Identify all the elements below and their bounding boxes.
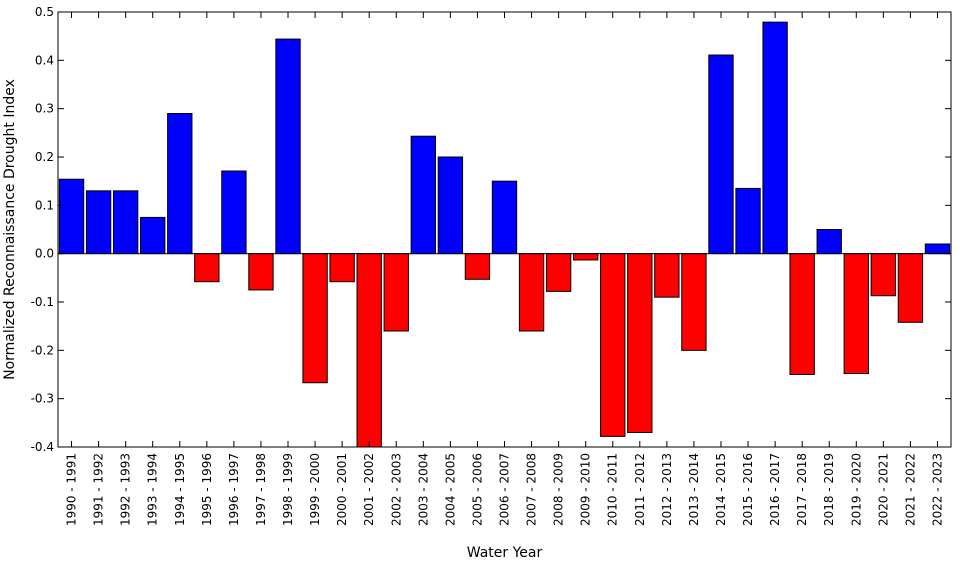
y-tick-label: -0.4 bbox=[31, 440, 54, 454]
bar-2012-2013 bbox=[654, 253, 680, 298]
x-tick-label: 2015 - 2016 bbox=[741, 453, 755, 526]
y-tick-label: 0.3 bbox=[35, 102, 54, 116]
bar-2011-2012 bbox=[627, 253, 653, 433]
bar-2001-2002 bbox=[356, 253, 382, 448]
x-tick-label: 2004 - 2005 bbox=[443, 453, 457, 526]
x-tick-label: 1996 - 1997 bbox=[227, 453, 241, 526]
bar-2008-2009 bbox=[545, 253, 572, 292]
x-axis-title: Water Year bbox=[467, 545, 543, 561]
bar-2004-2005 bbox=[437, 156, 464, 255]
bar-2022-2023 bbox=[924, 243, 951, 255]
x-tick-label: 2018 - 2019 bbox=[822, 453, 836, 526]
x-tick-label: 2020 - 2021 bbox=[876, 453, 890, 526]
bar-2013-2014 bbox=[681, 253, 707, 351]
bar-2000-2001 bbox=[329, 253, 355, 283]
bar-2005-2006 bbox=[464, 253, 491, 280]
bar-1995-1996 bbox=[194, 253, 220, 283]
x-tick-label: 2017 - 2018 bbox=[795, 453, 809, 526]
bar-1993-1994 bbox=[140, 216, 166, 255]
bar-1991-1992 bbox=[85, 190, 112, 255]
x-tick-label: 2008 - 2009 bbox=[552, 453, 566, 526]
bar-2015-2016 bbox=[735, 187, 761, 255]
bar-1992-1993 bbox=[112, 190, 139, 255]
x-tick-label: 2007 - 2008 bbox=[525, 453, 539, 526]
x-axis: 1990 - 1991 1991 - 1992 1992 - 1993 1993 - … bbox=[65, 12, 944, 526]
bar-2019-2020 bbox=[843, 253, 869, 375]
bar-2010-2011 bbox=[600, 253, 626, 437]
y-tick-label: 0.2 bbox=[35, 150, 54, 164]
bar-2003-2004 bbox=[410, 135, 436, 255]
bar-2021-2022 bbox=[897, 253, 924, 323]
y-tick-label: -0.1 bbox=[31, 295, 54, 309]
x-tick-label: 2022 - 2023 bbox=[930, 453, 944, 526]
x-tick-label: 2003 - 2004 bbox=[416, 453, 430, 526]
bar-2002-2003 bbox=[383, 253, 409, 332]
bar-1997-1998 bbox=[248, 253, 274, 291]
x-tick-label: 1990 - 1991 bbox=[65, 453, 79, 526]
x-tick-label: 2021 - 2022 bbox=[903, 453, 917, 526]
x-tick-label: 2006 - 2007 bbox=[498, 453, 512, 526]
y-axis: 0.5 0.4 0.3 0.2 0.1 0.0 -0.1 -0.2 -0.3 -0.4 bbox=[31, 5, 951, 454]
y-tick-label: 0.1 bbox=[35, 198, 54, 212]
y-tick-label: 0.4 bbox=[35, 53, 54, 67]
bar-2014-2015 bbox=[708, 54, 734, 255]
bar-1998-1999 bbox=[275, 38, 301, 255]
x-tick-label: 1999 - 2000 bbox=[308, 453, 322, 526]
x-tick-label: 1994 - 1995 bbox=[173, 453, 187, 526]
x-tick-label: 2001 - 2002 bbox=[362, 453, 376, 526]
bar-1999-2000 bbox=[302, 253, 328, 384]
bar-2016-2017 bbox=[762, 21, 788, 255]
y-axis-title: Normalized Reconnaissance Drought Index bbox=[2, 79, 18, 380]
x-tick-label: 2014 - 2015 bbox=[714, 453, 728, 526]
x-tick-label: 1991 - 1992 bbox=[92, 453, 106, 526]
y-tick-label: 0.0 bbox=[35, 247, 54, 261]
x-tick-label: 1995 - 1996 bbox=[200, 453, 214, 526]
x-tick-label: 1993 - 1994 bbox=[146, 453, 160, 526]
x-tick-label: 2019 - 2020 bbox=[849, 453, 863, 526]
y-tick-label: 0.5 bbox=[35, 5, 54, 19]
x-tick-label: 2016 - 2017 bbox=[768, 453, 782, 526]
x-tick-label: 1997 - 1998 bbox=[254, 453, 268, 526]
x-tick-label: 2010 - 2011 bbox=[606, 453, 620, 526]
x-tick-label: 1998 - 1999 bbox=[281, 453, 295, 526]
bar-1990-1991 bbox=[58, 178, 85, 255]
bar-2020-2021 bbox=[870, 253, 897, 297]
y-tick-label: -0.3 bbox=[31, 392, 54, 406]
x-tick-label: 2002 - 2003 bbox=[389, 453, 403, 526]
x-tick-label: 2005 - 2006 bbox=[470, 453, 484, 526]
x-tick-label: 2009 - 2010 bbox=[579, 453, 593, 526]
x-tick-label: 2000 - 2001 bbox=[335, 453, 349, 526]
bar-1994-1995 bbox=[167, 113, 193, 255]
bar-2006-2007 bbox=[491, 180, 518, 255]
bars-group bbox=[58, 21, 951, 448]
x-tick-label: 2012 - 2013 bbox=[660, 453, 674, 526]
bar-2009-2010 bbox=[573, 253, 599, 261]
bar-2007-2008 bbox=[518, 253, 545, 332]
x-tick-label: 2011 - 2012 bbox=[633, 453, 647, 526]
x-tick-label: 2013 - 2014 bbox=[687, 453, 701, 526]
bar-1996-1997 bbox=[221, 170, 247, 255]
y-tick-label: -0.2 bbox=[31, 343, 54, 357]
bar-2018-2019 bbox=[816, 229, 842, 255]
x-tick-label: 1992 - 1993 bbox=[119, 453, 133, 526]
bar-2017-2018 bbox=[789, 253, 815, 375]
